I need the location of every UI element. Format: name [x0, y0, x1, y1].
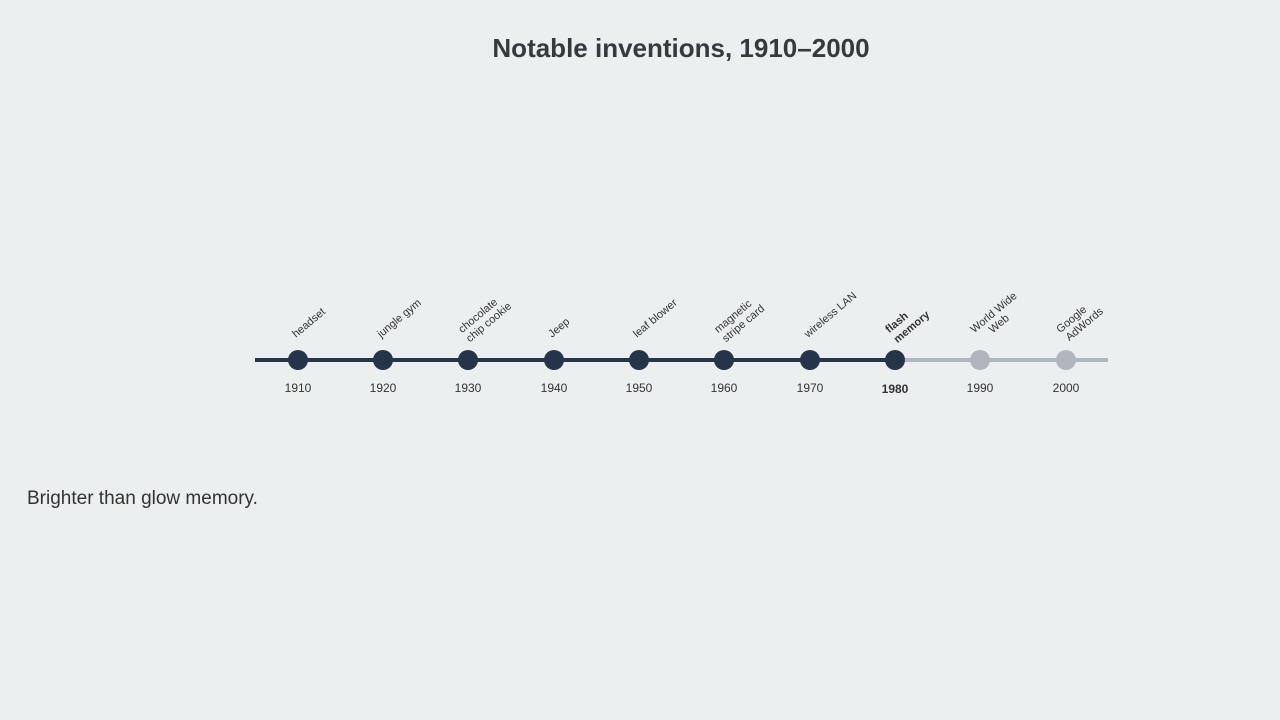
event-dot[interactable]: [970, 350, 990, 370]
event-year: 2000: [1053, 381, 1080, 395]
label-line: wireless LAN: [801, 290, 859, 341]
event-year: 1910: [285, 381, 312, 395]
event-year: 1950: [626, 381, 653, 395]
event[interactable]: 1930 chocolatechip cookie: [455, 291, 514, 395]
event-label: World WideWeb: [968, 290, 1027, 345]
event[interactable]: 1970 wireless LAN: [797, 290, 859, 395]
event-dot[interactable]: [373, 350, 393, 370]
event-label: leaf blower: [631, 297, 680, 341]
event[interactable]: 2000 GoogleAdWords: [1053, 296, 1107, 395]
event[interactable]: 1950 leaf blower: [626, 297, 680, 395]
event[interactable]: 1910 headset: [285, 306, 328, 395]
event-year: 1940: [541, 381, 568, 395]
label-line: jungle gym: [374, 297, 423, 341]
event[interactable]: 1990 World WideWeb: [967, 290, 1028, 395]
event-label: Jeep: [546, 316, 572, 341]
description: Brighter than glow memory.: [27, 488, 258, 509]
event-label: magneticstripe card: [712, 293, 767, 344]
event-year: 1930: [455, 381, 482, 395]
event-year: 1920: [370, 381, 397, 395]
event-year: 1980: [882, 382, 909, 396]
event-label: flashmemory: [883, 298, 933, 345]
event[interactable]: 1980 flashmemory: [882, 298, 933, 396]
event[interactable]: 1940 Jeep: [541, 316, 573, 395]
event-dot[interactable]: [458, 350, 478, 370]
event-dot[interactable]: [544, 350, 564, 370]
event[interactable]: 1960 magneticstripe card: [711, 293, 767, 395]
event-label: wireless LAN: [801, 290, 859, 341]
event-year: 1990: [967, 381, 994, 395]
event-dot[interactable]: [885, 350, 905, 370]
event-label: chocolatechip cookie: [456, 291, 514, 345]
event-label: headset: [290, 306, 328, 340]
event-year: 1970: [797, 381, 824, 395]
event-dot[interactable]: [1056, 350, 1076, 370]
event[interactable]: 1920 jungle gym: [370, 297, 424, 395]
label-line: headset: [290, 306, 328, 340]
event-dot[interactable]: [288, 350, 308, 370]
event-dot[interactable]: [800, 350, 820, 370]
event-year: 1960: [711, 381, 738, 395]
event-label: jungle gym: [374, 297, 423, 341]
event-dot[interactable]: [629, 350, 649, 370]
event-label: GoogleAdWords: [1054, 296, 1106, 345]
event-dot[interactable]: [714, 350, 734, 370]
title: Notable inventions, 1910–2000: [492, 33, 869, 63]
label-line: leaf blower: [631, 297, 680, 341]
label-line: Jeep: [546, 316, 572, 341]
